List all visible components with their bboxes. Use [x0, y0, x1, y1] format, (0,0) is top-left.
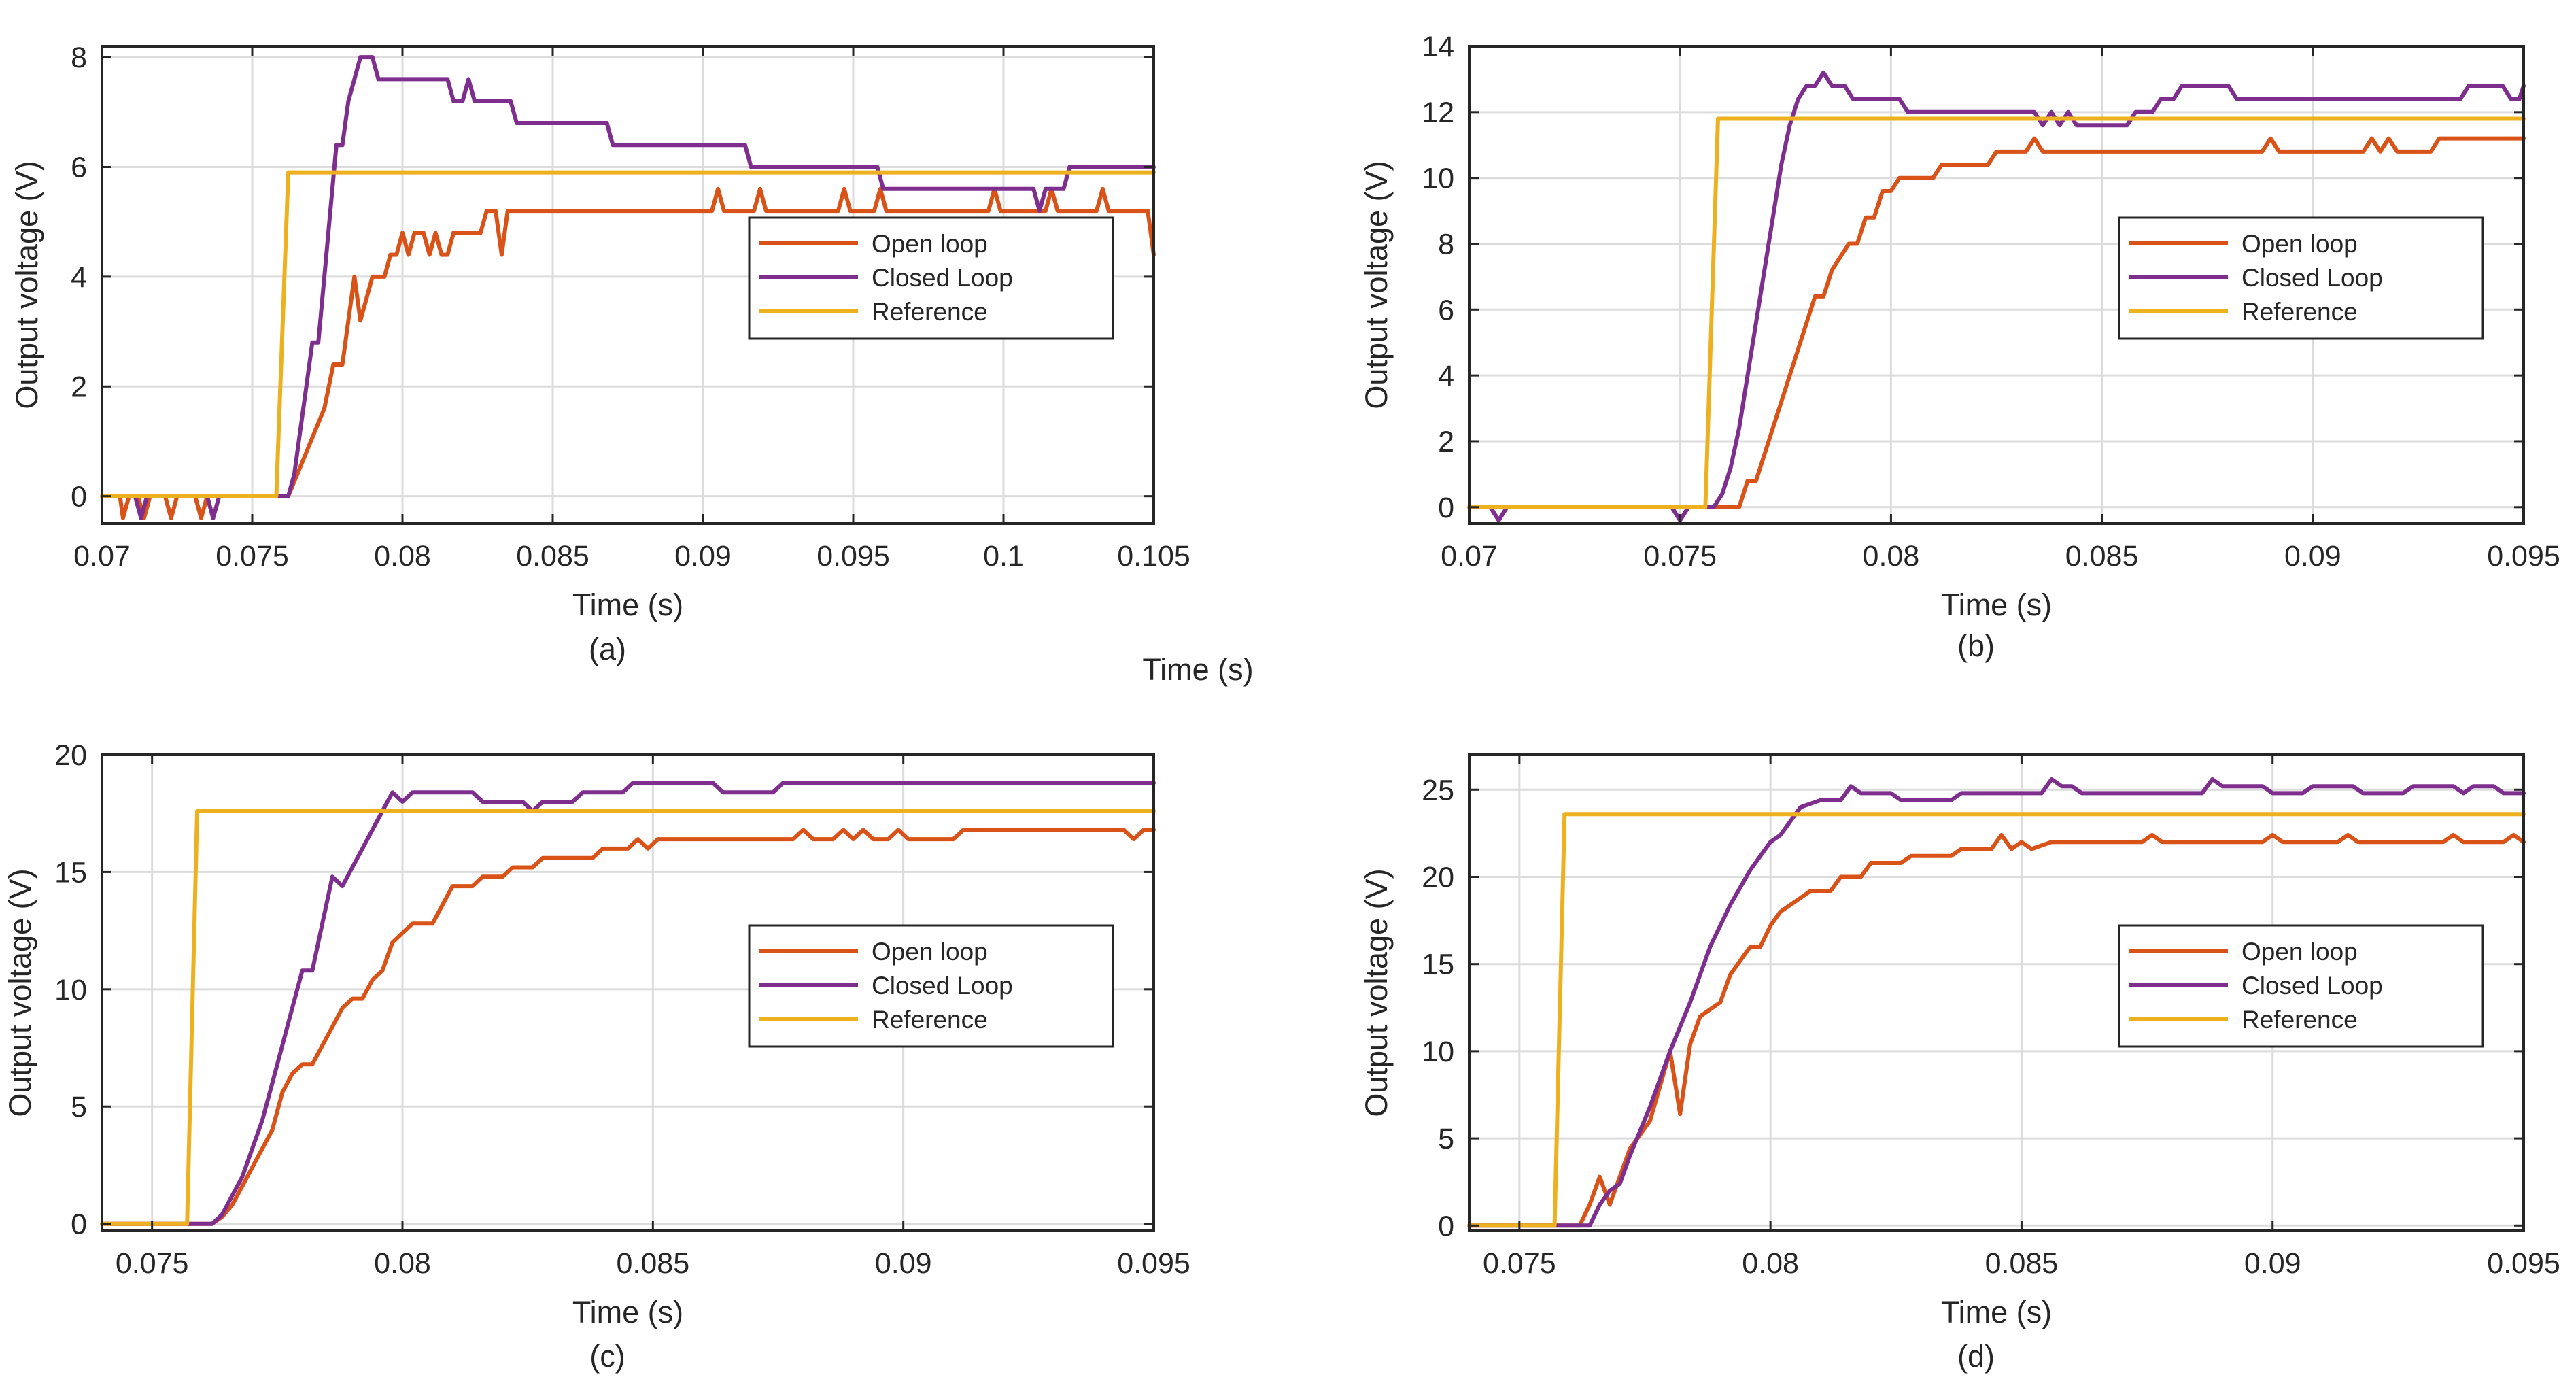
x-tick-label: 0.1	[983, 540, 1024, 573]
y-axis-label: Output voltage (V)	[1359, 868, 1394, 1117]
x-tick-label: 0.075	[1483, 1247, 1556, 1280]
y-tick-label: 20	[54, 739, 87, 772]
x-tick-label: 0.08	[374, 540, 431, 573]
panel-c: 0.075 0.08 0.085 0.09 0.095 0 5 10 15 20 Time (s) O…	[3, 739, 1190, 1374]
legend-label: Reference	[872, 1006, 988, 1034]
legend-label: Closed Loop	[2242, 972, 2383, 1000]
legend: Open loop Closed Loop Reference	[748, 216, 1114, 340]
legend-label: Closed Loop	[872, 972, 1013, 1000]
x-tick-label: 0.095	[1117, 1247, 1190, 1280]
series-open-loop-line	[100, 186, 1156, 520]
y-tick-label: 4	[71, 261, 87, 294]
y-tick-label: 6	[71, 152, 87, 184]
panel-b: 0.07 0.075 0.08 0.085 0.09 0.095 0 2 4 6 8 10 12 14 Ti…	[1359, 31, 2560, 663]
panels-layer: 0.07 0.075 0.08 0.085 0.09 0.095 0.1 0.10502468…	[3, 31, 2560, 1374]
panel-caption: (c)	[589, 1339, 625, 1374]
panel-caption: (d)	[1957, 1339, 1995, 1374]
x-tick-label: 0.075	[1643, 540, 1717, 573]
y-tick-label: 12	[1422, 97, 1454, 129]
series-open-loop-line	[1467, 136, 2526, 509]
y-tick-label: 5	[71, 1091, 87, 1123]
y-tick-label: 0	[71, 481, 87, 513]
series-open-loop-line	[100, 828, 1156, 1226]
series-closed-loop-line	[1467, 70, 2526, 523]
x-tick-label: 0.075	[216, 540, 289, 573]
x-tick-label: 0.075	[116, 1247, 189, 1280]
x-axis-label: Time (s)	[1941, 1295, 2052, 1329]
y-tick-label: 20	[1422, 861, 1454, 894]
legend-label: Open loop	[2242, 938, 2358, 966]
x-tick-label: 0.08	[1863, 540, 1920, 573]
axes-frame	[101, 45, 1155, 525]
y-tick-label: 0	[1438, 492, 1454, 524]
x-tick-label: 0.09	[2244, 1247, 2301, 1280]
legend: Open loop Closed Loop Reference	[2118, 924, 2484, 1048]
axes-frame	[1468, 753, 2525, 1232]
legend-label: Closed Loop	[2242, 264, 2383, 292]
y-axis-label: Output voltage (V)	[1359, 160, 1394, 409]
y-tick-label: 15	[1422, 949, 1454, 981]
x-tick-label: 0.085	[2065, 540, 2139, 573]
legend-label: Open loop	[872, 938, 988, 966]
series-reference-line	[100, 809, 1156, 1226]
x-axis-label: Time (s)	[1941, 588, 2052, 622]
legend-label: Open loop	[872, 230, 988, 258]
panel-caption: (a)	[589, 632, 626, 666]
y-tick-label: 8	[71, 41, 87, 74]
x-tick-label: 0.09	[2284, 540, 2341, 573]
legend-label: Open loop	[2242, 230, 2358, 258]
panel-d: 0.075 0.08 0.085 0.09 0.095 0 5 10 15 20 25 Time (s…	[1359, 753, 2560, 1374]
axes-frame	[101, 753, 1155, 1232]
y-tick-label: 15	[54, 856, 87, 889]
series-reference-line	[1467, 812, 2526, 1228]
x-tick-label: 0.09	[674, 540, 732, 573]
legend-label: Reference	[872, 298, 988, 326]
y-tick-label: 4	[1438, 360, 1454, 392]
y-tick-label: 6	[1438, 294, 1454, 326]
y-tick-label: 8	[1438, 228, 1454, 260]
x-tick-label: 0.08	[1742, 1247, 1799, 1280]
legend-label: Closed Loop	[872, 264, 1013, 292]
x-axis-label: Time (s)	[572, 588, 683, 622]
y-tick-label: 2	[1438, 426, 1454, 458]
x-tick-label: 0.085	[1985, 1247, 2059, 1280]
legend: Open loop Closed Loop Reference	[2118, 216, 2484, 340]
series-closed-loop-line	[100, 781, 1156, 1226]
y-tick-label: 14	[1422, 31, 1454, 63]
y-tick-label: 10	[1422, 1036, 1454, 1068]
series-reference-line	[100, 170, 1156, 498]
y-tick-label: 5	[1438, 1123, 1454, 1155]
stray-time-label: Time (s)	[1142, 652, 1253, 687]
series-reference-line	[1467, 116, 2526, 509]
legend-label: Reference	[2242, 1006, 2358, 1034]
axes-frame	[1468, 45, 2525, 525]
series-closed-loop-line	[1467, 777, 2526, 1228]
y-tick-label: 10	[54, 974, 87, 1006]
x-tick-label: 0.07	[73, 540, 131, 573]
y-tick-label: 2	[71, 371, 87, 403]
y-axis-label: Output voltage (V)	[3, 868, 37, 1117]
x-tick-label: 0.095	[817, 540, 890, 573]
x-tick-label: 0.09	[875, 1247, 932, 1280]
x-tick-label: 0.08	[374, 1247, 431, 1280]
x-tick-label: 0.085	[617, 1247, 690, 1280]
y-axis-label: Output voltage (V)	[10, 160, 44, 409]
y-tick-label: 0	[1438, 1210, 1454, 1242]
series-open-loop-line	[1467, 832, 2526, 1228]
y-tick-label: 10	[1422, 163, 1454, 195]
legend: Open loop Closed Loop Reference	[748, 924, 1114, 1048]
legend-label: Reference	[2242, 298, 2358, 326]
x-tick-label: 0.07	[1441, 540, 1498, 573]
x-tick-label: 0.085	[516, 540, 589, 573]
y-tick-label: 0	[71, 1208, 87, 1241]
x-tick-label: 0.095	[2487, 1247, 2560, 1280]
x-axis-label: Time (s)	[572, 1295, 683, 1329]
panel-a: 0.07 0.075 0.08 0.085 0.09 0.095 0.1 0.105 0 2 4 6 8…	[10, 41, 1190, 666]
x-tick-label: 0.095	[2487, 540, 2560, 573]
x-tick-label: 0.105	[1117, 540, 1190, 573]
y-tick-label: 25	[1422, 774, 1454, 806]
panel-caption: (b)	[1957, 628, 1995, 663]
